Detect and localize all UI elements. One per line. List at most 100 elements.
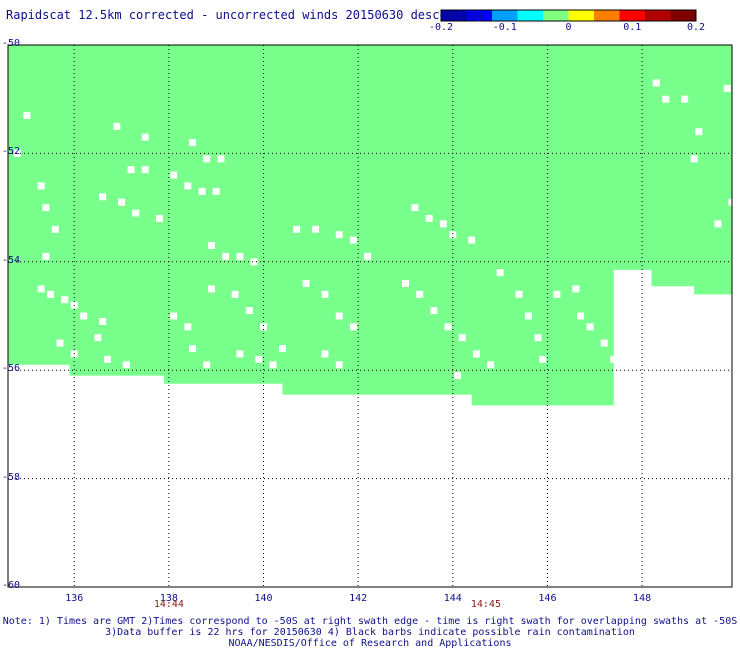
missing-cell <box>184 323 192 331</box>
missing-cell <box>293 225 301 233</box>
missing-cell <box>662 95 670 103</box>
missing-cell <box>118 198 126 206</box>
missing-cell <box>652 79 660 87</box>
missing-cell <box>155 214 163 222</box>
missing-cell <box>23 111 31 119</box>
y-tick-label: -58 <box>2 471 21 483</box>
missing-cell <box>250 258 258 266</box>
chart-title: Rapidscat 12.5km corrected - uncorrected… <box>6 8 483 22</box>
missing-cell <box>302 279 310 287</box>
x-tick-label: 136 <box>65 593 84 604</box>
x-tick-label: 148 <box>633 593 652 604</box>
missing-cell <box>122 361 130 369</box>
missing-cell <box>425 214 433 222</box>
colorbar-tick-label: -0.2 <box>428 22 454 33</box>
time-label: 14:44 <box>153 599 184 610</box>
missing-cell <box>207 285 215 293</box>
footnote-line-2: 3)Data buffer is 22 hrs for 20150630 4) … <box>105 627 635 638</box>
missing-cell <box>42 252 50 260</box>
y-tick-label: -52 <box>2 146 21 158</box>
missing-cell <box>222 252 230 260</box>
missing-cell <box>335 231 343 239</box>
missing-cell <box>496 269 504 277</box>
missing-cell <box>13 149 21 157</box>
missing-cell <box>411 204 419 212</box>
missing-cell <box>577 312 585 320</box>
y-tick-label: -54 <box>2 254 21 266</box>
missing-cell <box>695 128 703 136</box>
missing-cell <box>170 171 178 179</box>
missing-cell <box>312 225 320 233</box>
missing-cell <box>430 307 438 315</box>
colorbar-frame <box>440 9 697 22</box>
colorbar-tick-label: 0.1 <box>623 22 642 33</box>
colorbar-swatch <box>543 10 569 21</box>
grid-lines <box>7 44 733 588</box>
colorbar-tick-label: 0.2 <box>686 22 706 33</box>
missing-cell <box>56 339 64 347</box>
missing-cell <box>189 345 197 353</box>
missing-cell <box>534 334 542 342</box>
missing-cell <box>51 225 59 233</box>
missing-cell <box>217 155 225 163</box>
x-tick-label: 138 <box>159 593 178 604</box>
missing-cell <box>714 220 722 228</box>
missing-cell <box>416 290 424 298</box>
missing-cell <box>349 236 357 244</box>
swath-area <box>8 45 732 406</box>
missing-cell <box>113 122 121 130</box>
missing-cell <box>203 361 211 369</box>
colorbar-swatch <box>492 10 518 21</box>
missing-cell <box>80 312 88 320</box>
missing-cell <box>439 220 447 228</box>
y-tick-label: -50 <box>2 38 21 49</box>
missing-cell <box>335 361 343 369</box>
time-label: 14:45 <box>470 599 501 610</box>
missing-cell <box>99 193 107 201</box>
missing-cell <box>458 334 466 342</box>
colorbar-swatch <box>645 10 671 21</box>
missing-cell <box>170 312 178 320</box>
missing-cell <box>184 182 192 190</box>
wind-difference-field <box>8 45 732 406</box>
y-tick-label: -56 <box>2 363 21 375</box>
missing-cell <box>335 312 343 320</box>
colorbar-swatch <box>670 10 697 21</box>
missing-cell <box>444 323 452 331</box>
missing-cell <box>260 323 268 331</box>
missing-cell <box>278 345 286 353</box>
missing-cell <box>236 350 244 358</box>
colorbar <box>440 9 697 22</box>
missing-cell <box>525 312 533 320</box>
missing-cell <box>203 155 211 163</box>
missing-cell <box>690 155 698 163</box>
missing-cell <box>553 290 561 298</box>
missing-cell <box>454 372 462 380</box>
colorbar-swatch <box>517 10 544 21</box>
missing-cell <box>600 339 608 347</box>
missing-cell <box>189 139 197 147</box>
missing-cell <box>449 231 457 239</box>
missing-cell <box>487 361 495 369</box>
missing-cell <box>321 350 329 358</box>
missing-cell <box>349 323 357 331</box>
missing-cell <box>212 187 220 195</box>
missing-cell <box>401 279 409 287</box>
colorbar-swatch <box>568 10 595 21</box>
missing-cell <box>94 334 102 342</box>
missing-cell <box>255 355 263 363</box>
missing-cells-layer <box>13 79 736 380</box>
missing-cell <box>61 296 69 304</box>
missing-cell <box>364 252 372 260</box>
x-tick-label: 140 <box>254 593 273 604</box>
missing-cell <box>103 355 111 363</box>
missing-cell <box>269 361 277 369</box>
missing-cell <box>515 290 523 298</box>
missing-cell <box>231 290 239 298</box>
missing-cell <box>141 133 149 141</box>
missing-cell <box>236 252 244 260</box>
footnote-line-3: NOAA/NESDIS/Office of Research and Appli… <box>228 638 512 649</box>
x-tick-label: 144 <box>443 593 462 604</box>
missing-cell <box>99 317 107 325</box>
missing-cell <box>141 166 149 174</box>
